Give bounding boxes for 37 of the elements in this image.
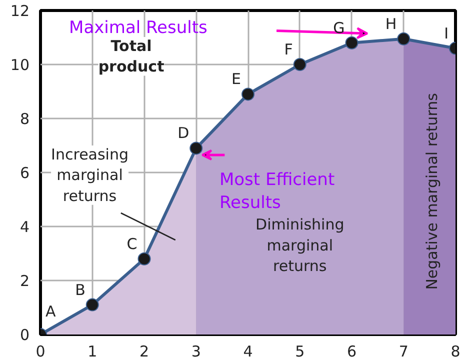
annotation: Total product [98,37,164,76]
y-tick-label: 6 [20,164,30,182]
y-tick-label: 10 [10,56,30,74]
x-tick-label: 2 [139,342,150,360]
annotation: F [284,40,293,58]
annotation: Increasing marginal returns [51,146,129,205]
x-tick-label: 1 [88,342,98,360]
x-tick-label: 0 [36,342,46,360]
point [138,252,151,266]
point [86,298,99,312]
x-tick-label: 3 [191,342,201,360]
y-tick-label: 8 [20,110,30,128]
annotation: Negative marginal returns [423,92,442,290]
x-tick-label: 6 [346,342,357,360]
x-tick-label: 8 [450,342,460,360]
x-tick-label: 5 [295,342,305,360]
point [397,32,410,46]
point [190,142,203,155]
point [345,36,358,50]
annotation: A [46,302,56,320]
y-tick-label: 0 [20,326,30,344]
y-tick-label: 2 [20,272,30,290]
y-tick-label: 4 [20,218,30,236]
annotation: Most Efficient Results [219,170,335,213]
annotation: Maximal Results [69,18,208,38]
annotation: C [126,234,138,253]
annotation: B [75,280,86,299]
x-tick-label: 7 [398,342,408,360]
y-tick-label: 12 [10,2,30,20]
annotation: Diminishing marginal returns [256,216,344,276]
point [293,58,306,71]
point [242,88,254,101]
annotation: H [385,14,397,33]
annotation: E [232,70,242,88]
x-tick-label: 4 [243,342,253,360]
annotation: D [178,124,190,142]
annotation: I [444,24,449,42]
